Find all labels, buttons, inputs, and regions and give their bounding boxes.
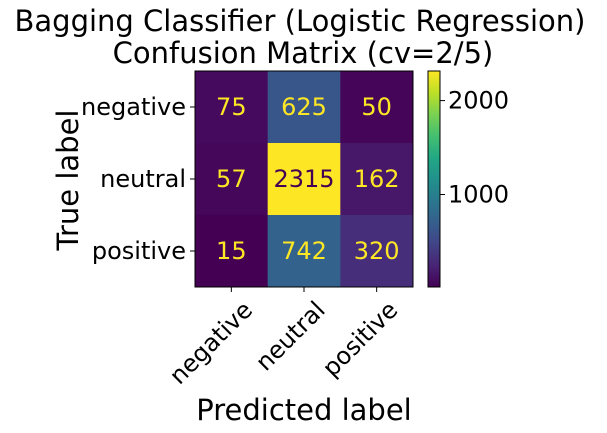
matrix-cell <box>267 143 341 216</box>
cell-value-label: 625 <box>281 93 327 121</box>
colorbar-tick-label: 2000 <box>448 87 509 115</box>
cell-value-label: 742 <box>281 237 327 265</box>
x-tick-label: negative <box>164 296 258 390</box>
cell-value-label: 162 <box>354 165 400 193</box>
cell-value-label: 75 <box>216 93 247 121</box>
y-axis-label: True label <box>51 110 85 252</box>
matrix-cell <box>340 143 414 216</box>
chart-title: Bagging Classifier (Logistic Regression) <box>15 4 586 38</box>
matrix-cell <box>267 215 341 288</box>
matrix-cell <box>195 143 269 216</box>
y-tick-label: neutral <box>100 165 186 193</box>
matrix-cell <box>267 71 341 144</box>
y-axis-ticks: negative neutral positive <box>81 93 195 265</box>
matrix-cell <box>340 71 414 144</box>
matrix-cell <box>340 215 414 288</box>
matrix-cells: 75 625 50 57 2315 162 15 742 320 <box>195 71 414 288</box>
matrix-cell <box>195 71 269 144</box>
cell-value-label: 2315 <box>273 165 334 193</box>
colorbar-ticks: 1000 2000 <box>440 87 509 208</box>
y-tick-label: positive <box>92 237 186 265</box>
cell-value-label: 57 <box>216 165 247 193</box>
x-axis-label: Predicted label <box>196 393 412 427</box>
x-tick-label: positive <box>317 296 403 382</box>
cell-value-label: 320 <box>354 237 400 265</box>
cell-value-label: 15 <box>216 237 247 265</box>
cell-value-label: 50 <box>361 93 392 121</box>
matrix-cell <box>195 215 269 288</box>
colorbar <box>427 70 441 288</box>
chart-subtitle: Confusion Matrix (cv=2/5) <box>113 36 494 70</box>
colorbar-tick-label: 1000 <box>448 180 509 208</box>
y-tick-label: negative <box>81 93 186 121</box>
